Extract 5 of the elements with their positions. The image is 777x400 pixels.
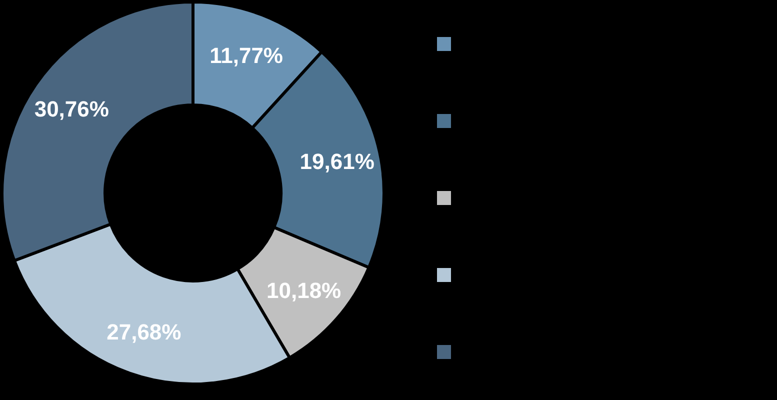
data-label: 11,77% <box>210 42 284 68</box>
data-label: 19,61% <box>300 149 374 174</box>
data-label: 30,76% <box>34 96 109 122</box>
data-label: 27,68% <box>106 320 182 345</box>
data-label: 10,18% <box>266 278 342 303</box>
